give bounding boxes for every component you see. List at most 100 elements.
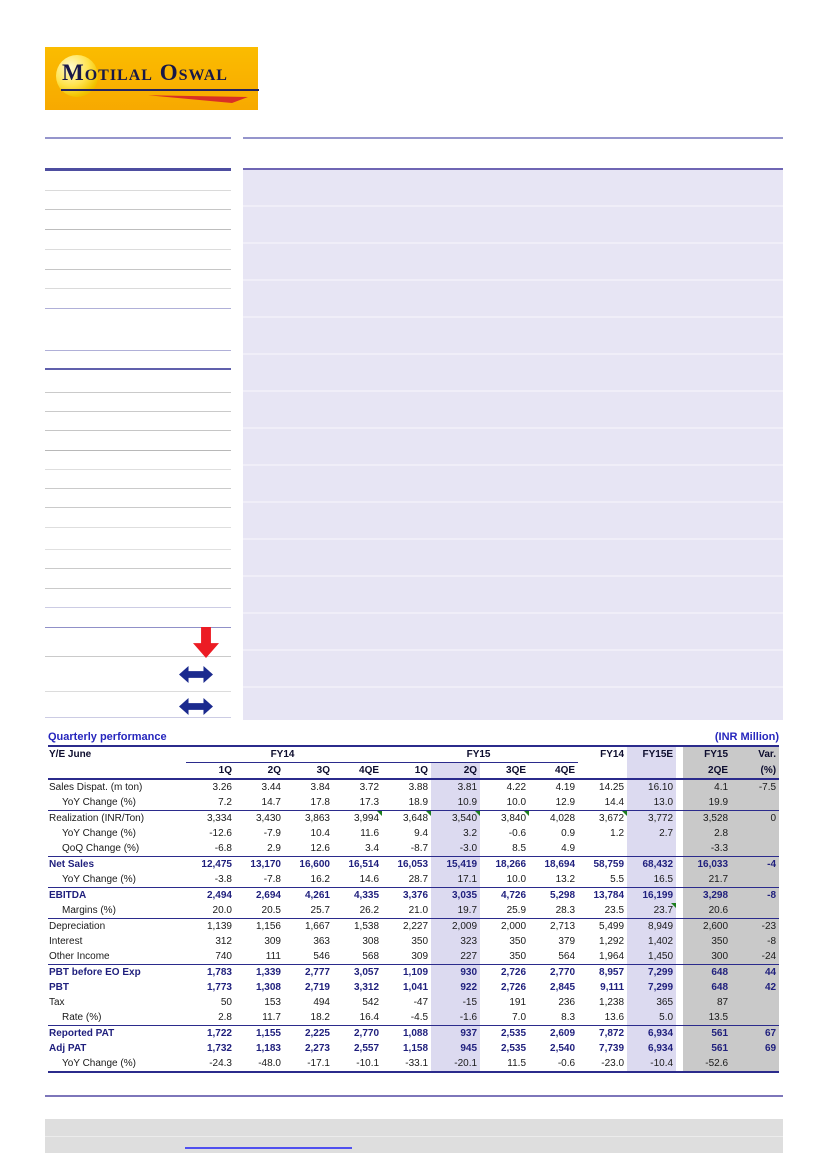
value-cell: 16.10: [627, 779, 677, 795]
table-row: Depreciation 1,139 1,156 1,667 1,538 2,227 2,0…: [48, 918, 780, 934]
value-cell: -48.0: [235, 1056, 284, 1073]
placeholder-rule: [45, 691, 231, 692]
value-cell: -12.6: [209, 828, 232, 839]
value-cell: [578, 841, 627, 857]
value-cell: 2,726: [480, 964, 530, 980]
value-cell: 2,540: [550, 1043, 576, 1054]
value-cell: 13.6: [604, 1012, 625, 1023]
table-body: Sales Dispat. (m ton) 3.26 3.44 3.84 3.72 3.8…: [48, 779, 780, 1073]
value-cell: 42: [731, 980, 780, 995]
value-cell: 1,041: [403, 982, 429, 993]
value-cell: 365: [627, 995, 677, 1010]
header-row-groups: Y/E June FY14 FY15 FY14 FY15E FY15 Var.: [48, 747, 780, 763]
value-cell: 28.7: [408, 874, 429, 885]
value-cell: [731, 872, 780, 888]
value-cell: 153: [264, 997, 281, 1008]
table-row: PBT 1,773 1,308 2,719 3,312 1,041 922 2,726 2,84…: [48, 980, 780, 995]
value-cell: 0: [731, 810, 780, 826]
value-cell: -8: [731, 887, 780, 903]
value-cell: 9,111: [600, 982, 625, 993]
value-cell: 3.4: [365, 843, 380, 854]
value-cell: 1,538: [333, 918, 383, 934]
value-cell: 20.6: [683, 903, 732, 919]
fy14-group-header: FY14: [186, 747, 383, 763]
value-cell: 4,028: [529, 810, 579, 826]
placeholder-rule: [45, 717, 231, 718]
placeholder-rule: [45, 190, 231, 191]
footer-link-underline[interactable]: [185, 1147, 352, 1149]
value-cell: 16,600: [284, 856, 333, 872]
ye-label: Y/E June: [49, 749, 92, 761]
column-spacer: [676, 747, 683, 763]
column-spacer: [676, 810, 684, 826]
column-spacer: [676, 918, 684, 934]
table-row: Interest 312 309 363 308 350 323 350 379 1,292 1,4…: [48, 934, 780, 949]
row-label: Tax: [49, 997, 65, 1008]
value-cell: 14.7: [261, 797, 281, 808]
value-cell: 561: [683, 1025, 732, 1041]
value-cell: -4: [731, 856, 780, 872]
value-cell: 2,535: [480, 1025, 530, 1041]
table-row: YoY Change (%) -3.8 -7.8 16.2 14.6 28.7 17.1 10…: [48, 872, 780, 888]
value-cell: 2,713: [529, 918, 579, 934]
value-cell: 3.2: [431, 826, 481, 841]
value-cell: 2,600: [683, 918, 732, 934]
value-cell: 5,298: [529, 887, 579, 903]
value-cell: 18.2: [310, 1012, 330, 1023]
column-spacer: [676, 841, 683, 857]
value-cell: 3,430: [235, 810, 284, 826]
value-cell: 10.4: [310, 828, 330, 839]
placeholder-rule: [45, 488, 231, 489]
value-cell: [731, 903, 780, 919]
value-cell: 3,772: [627, 810, 677, 826]
value-cell: 5,499: [578, 918, 628, 934]
value-cell: 10.0: [506, 797, 527, 808]
value-cell: 2,609: [529, 1025, 579, 1041]
footer-band-seam: [45, 1136, 783, 1137]
value-cell: 2,777: [284, 964, 333, 980]
value-cell: 12.6: [310, 843, 330, 854]
value-cell: -6.8: [214, 843, 232, 854]
value-cell: 18.9: [408, 797, 429, 808]
value-cell: 17.1: [431, 872, 481, 888]
fy15-column-header: FY15: [683, 747, 732, 763]
value-cell: 4.9: [561, 843, 576, 854]
value-cell: 648: [683, 980, 732, 995]
value-cell: -10.4: [627, 1056, 677, 1073]
column-spacer: [676, 872, 683, 888]
value-cell: 8,949: [627, 918, 677, 934]
value-cell: 648: [683, 964, 732, 980]
row-label: Net Sales: [48, 856, 186, 872]
value-cell: 15,419: [431, 856, 481, 872]
value-cell: 564: [558, 951, 576, 962]
value-cell: 4,335: [333, 887, 383, 903]
unit-note: (INR Million): [714, 731, 779, 743]
row-label: Reported PAT: [48, 1025, 186, 1041]
value-cell: 7.0: [512, 1012, 527, 1023]
value-cell: 1,183: [255, 1043, 281, 1054]
quarter-header: 2Q: [431, 762, 481, 780]
value-cell: 5.0: [627, 1010, 677, 1026]
value-cell: 16,053: [382, 856, 432, 872]
value-cell: [731, 1010, 780, 1026]
table-row: EBITDA 2,494 2,694 4,261 4,335 3,376 3,035 4,72…: [48, 887, 780, 903]
value-cell: 2,225: [284, 1025, 333, 1041]
value-cell: 18,694: [529, 856, 579, 872]
value-cell: 1,450: [627, 949, 677, 965]
placeholder-rule: [45, 269, 231, 270]
row-label: YoY Change (%): [62, 828, 136, 839]
placeholder-rule: [45, 168, 231, 171]
placeholder-rule: [45, 656, 231, 657]
value-cell: 1,155: [235, 1025, 284, 1041]
value-cell: 2,000: [480, 918, 530, 934]
logo-red-swoosh-icon: [148, 95, 248, 103]
value-cell: 227: [431, 949, 481, 965]
value-cell: 350: [509, 951, 527, 962]
value-cell: 16.5: [627, 872, 677, 888]
value-cell: -8: [731, 934, 780, 949]
value-cell: 16.4: [359, 1012, 380, 1023]
table-title-bar: Quarterly performance (INR Million): [48, 731, 779, 747]
value-cell: -7.8: [263, 874, 281, 885]
value-cell: 937: [431, 1025, 481, 1041]
placeholder-rule: [45, 450, 231, 451]
